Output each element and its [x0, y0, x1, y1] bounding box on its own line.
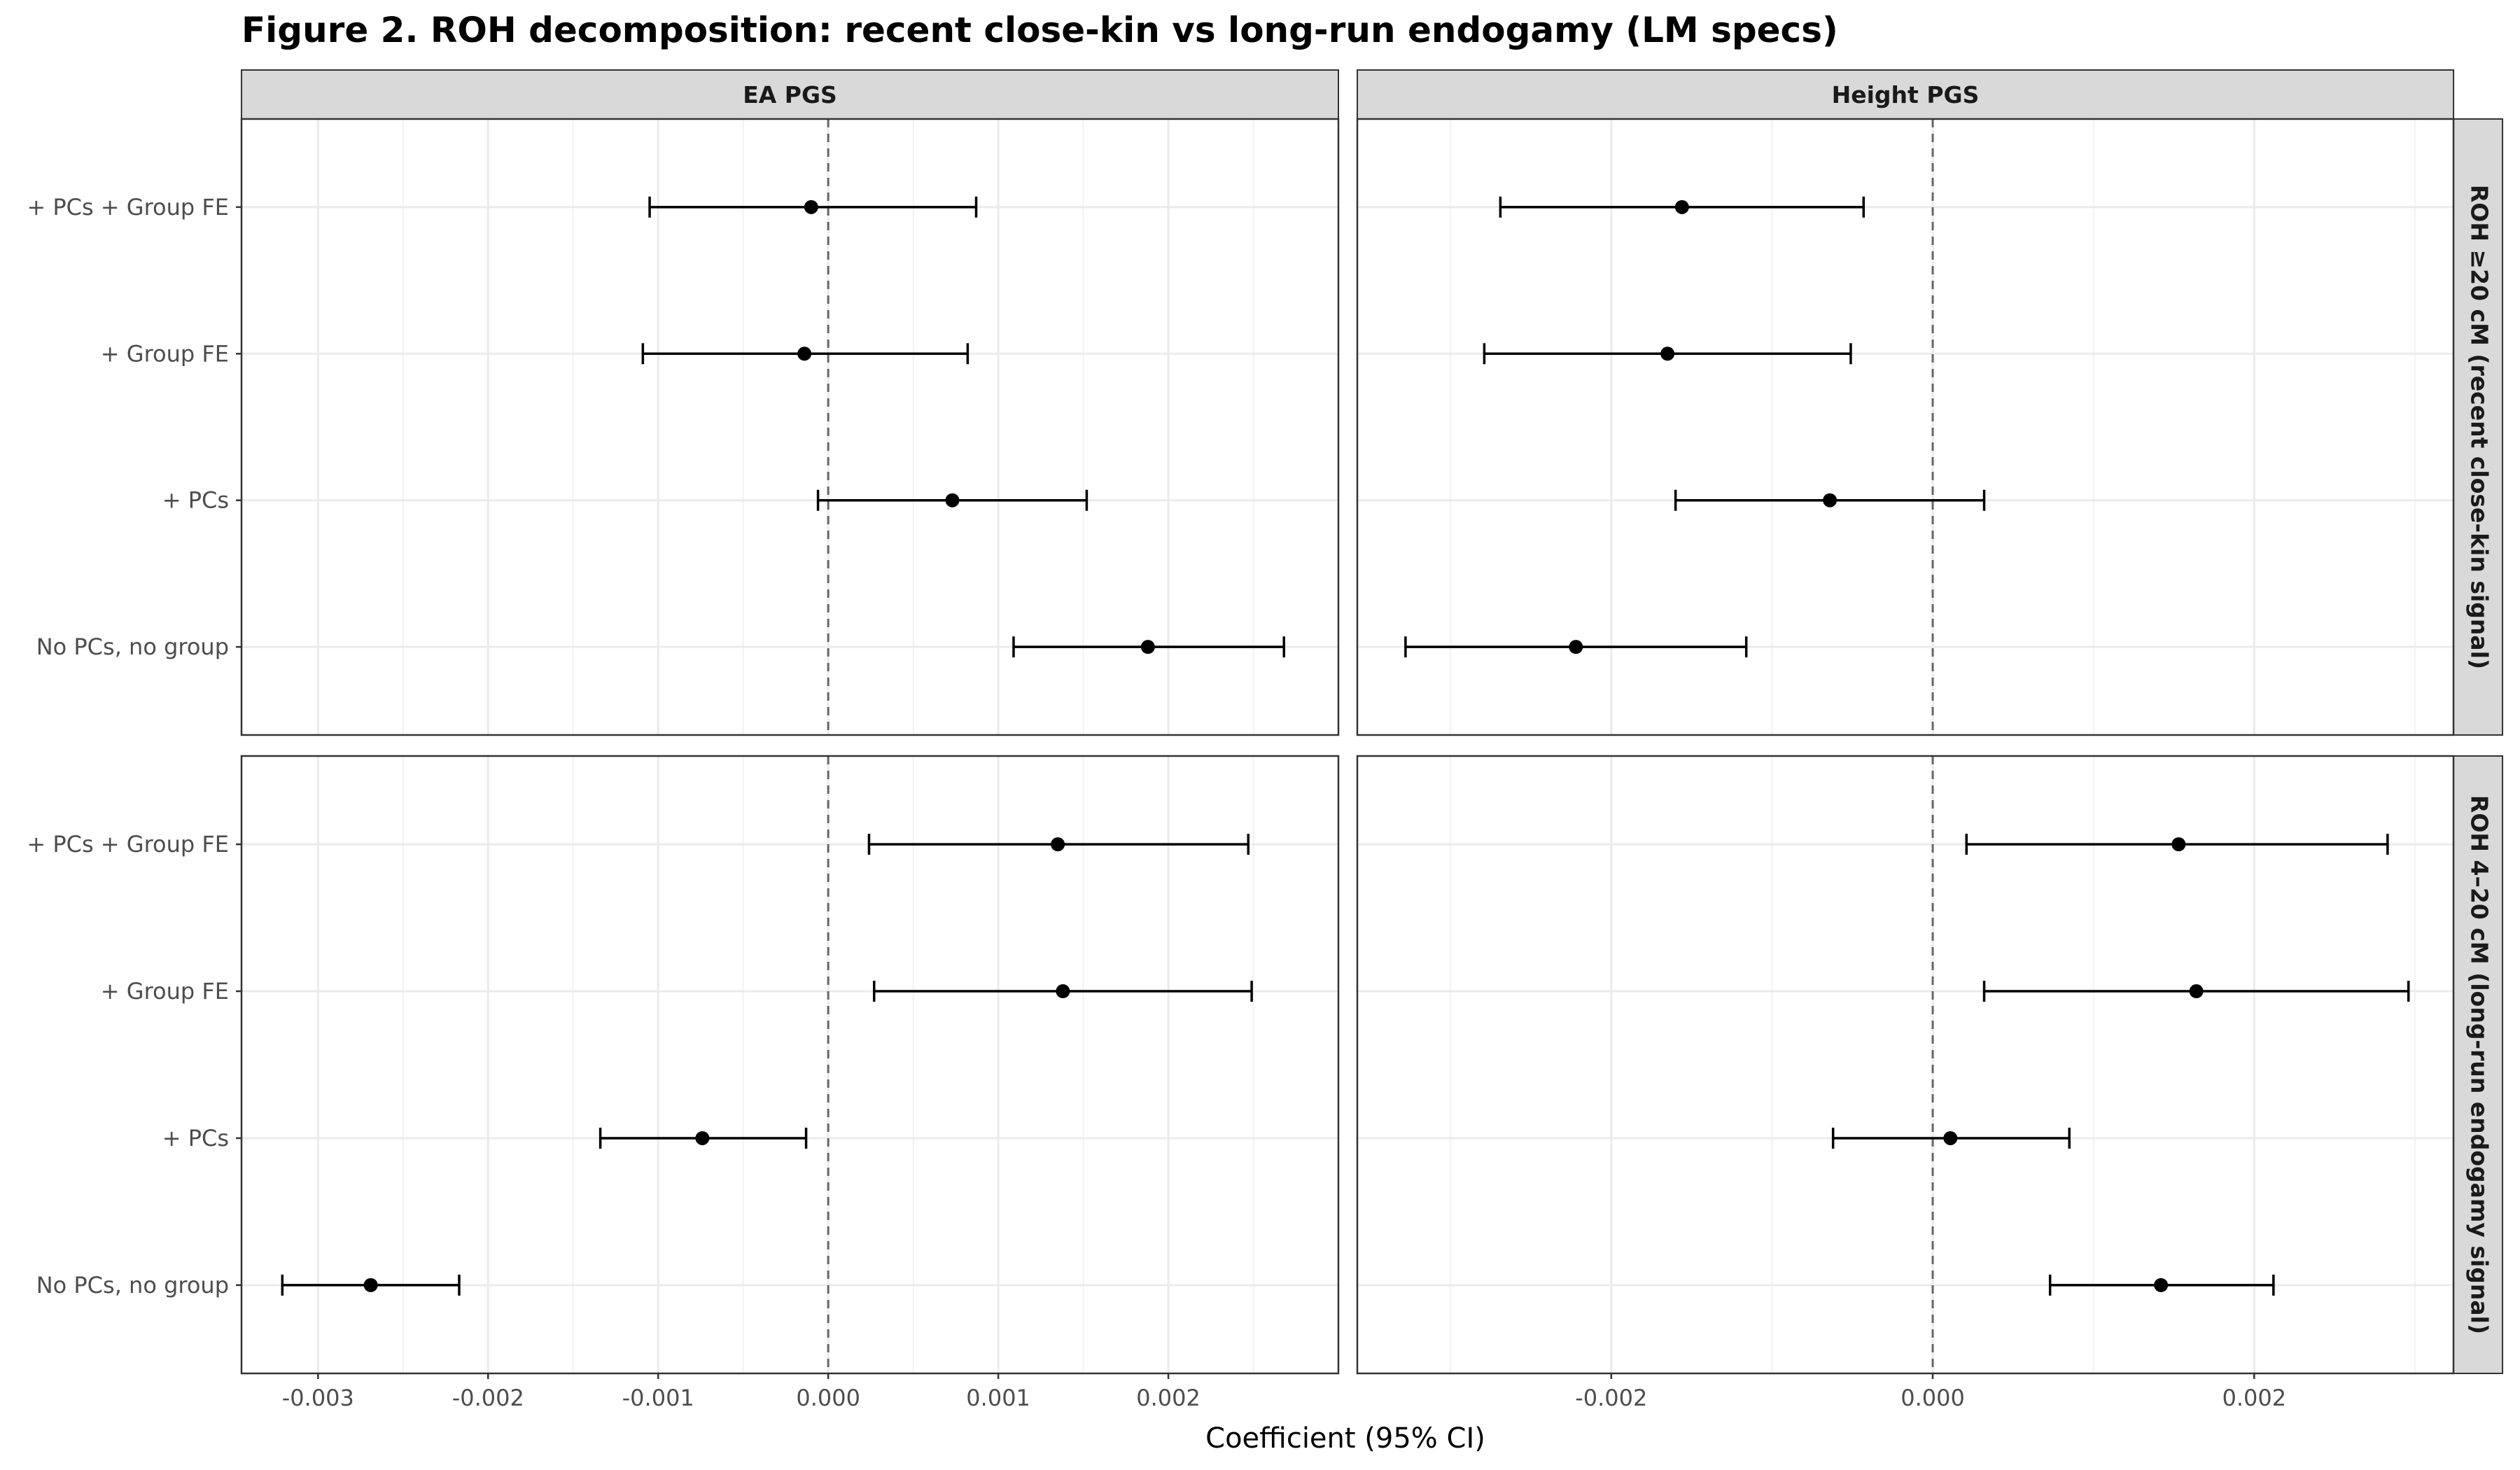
column-strip	[241, 69, 1339, 120]
point-estimate	[2154, 1278, 2169, 1292]
panel-border	[1356, 755, 2455, 1375]
panels-group: EA PGS Height PGS ROH ≥20 cM (recent close…	[27, 69, 2503, 1411]
y-tick-label: No PCs, no group	[36, 634, 229, 660]
point-estimate	[1943, 1130, 1958, 1145]
y-tick-label: + PCs	[162, 1125, 229, 1152]
x-tick-label: 0.000	[1900, 1385, 1965, 1411]
point-estimate	[797, 346, 812, 361]
point-estimate	[1056, 984, 1070, 999]
point-estimate	[363, 1278, 378, 1292]
row-strip-label: ROH ≥20 cM (recent close-kin signal)	[2466, 185, 2493, 669]
point-estimate	[804, 200, 818, 214]
x-tick-label: -0.001	[622, 1385, 694, 1411]
x-tick-label: -0.002	[452, 1385, 524, 1411]
y-tick-label: + PCs	[162, 487, 229, 514]
x-tick-label: -0.003	[282, 1385, 354, 1411]
panel	[240, 755, 1340, 1375]
panel-background	[1357, 756, 2454, 1373]
x-axis-title: Coefficient (95% CI)	[1205, 1422, 1485, 1455]
point-estimate	[2171, 837, 2186, 852]
x-tick-label: 0.002	[2222, 1385, 2286, 1411]
column-strip	[1357, 69, 2454, 120]
panel-border	[240, 755, 1340, 1375]
panel	[1356, 118, 2455, 736]
row-strip	[2453, 118, 2503, 736]
point-estimate	[695, 1130, 710, 1145]
point-estimate	[1569, 640, 1583, 654]
point-estimate	[945, 493, 960, 507]
point-estimate	[1660, 346, 1675, 361]
column-strip-label: EA PGS	[743, 81, 837, 108]
point-estimate	[1051, 837, 1065, 852]
panel-border	[240, 118, 1340, 736]
figure-title: Figure 2. ROH decomposition: recent clos…	[241, 10, 1838, 50]
panel-border	[1356, 118, 2455, 736]
panel-background	[241, 119, 1338, 735]
point-estimate	[1674, 200, 1689, 214]
y-tick-label: No PCs, no group	[36, 1272, 229, 1298]
y-tick-label: + PCs + Group FE	[27, 194, 229, 220]
point-estimate	[1823, 493, 1837, 507]
row-strip	[2453, 755, 2503, 1374]
x-tick-label: 0.001	[966, 1385, 1030, 1411]
panel-background	[241, 756, 1338, 1373]
x-tick-label: -0.002	[1575, 1385, 1647, 1411]
x-tick-label: 0.002	[1136, 1385, 1200, 1411]
panel-background	[1357, 119, 2454, 735]
y-tick-label: + PCs + Group FE	[27, 831, 229, 858]
y-tick-label: + Group FE	[101, 340, 229, 367]
column-strip-label: Height PGS	[1832, 81, 1980, 108]
point-estimate	[2189, 984, 2204, 999]
panel	[240, 118, 1340, 736]
row-strip-label: ROH 4–20 cM (long-run endogamy signal)	[2466, 795, 2493, 1334]
point-estimate	[1140, 640, 1155, 654]
y-tick-label: + Group FE	[101, 978, 229, 1004]
x-tick-label: 0.000	[796, 1385, 860, 1411]
panel	[1356, 755, 2455, 1375]
